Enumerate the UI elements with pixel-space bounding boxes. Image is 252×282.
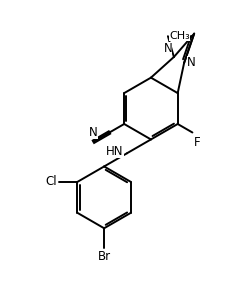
Text: Cl: Cl xyxy=(45,175,57,188)
Text: Br: Br xyxy=(97,250,110,263)
Text: F: F xyxy=(193,136,200,149)
Text: N: N xyxy=(89,126,98,139)
Text: N: N xyxy=(163,41,172,54)
Text: N: N xyxy=(186,56,195,69)
Text: HN: HN xyxy=(106,145,123,158)
Text: CH₃: CH₃ xyxy=(169,31,190,41)
